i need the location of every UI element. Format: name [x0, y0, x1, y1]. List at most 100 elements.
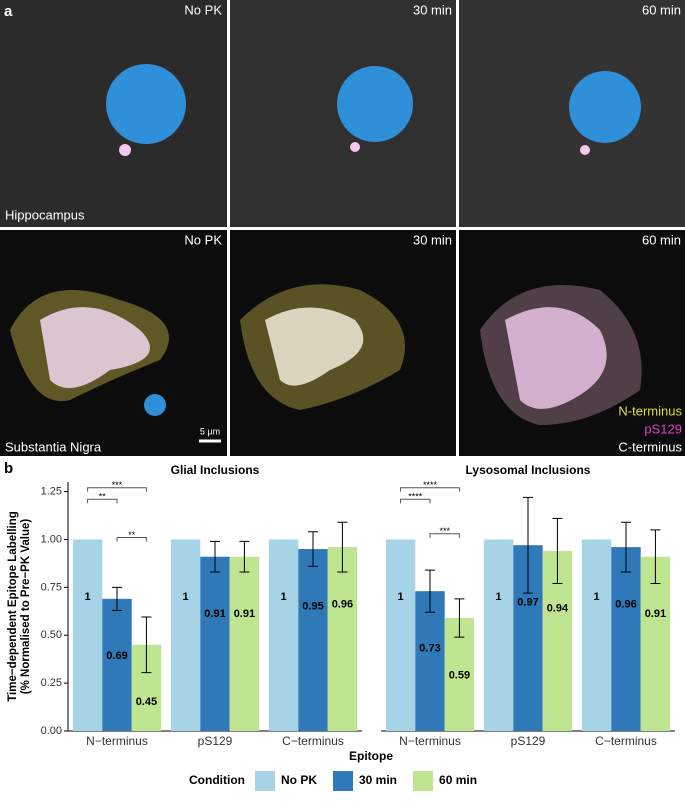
facet-title: Glial Inclusions: [171, 463, 260, 477]
column-label: No PK: [184, 2, 222, 17]
significance-label: **: [128, 530, 136, 540]
micrographs: [0, 0, 685, 456]
facet-title: Lysosomal Inclusions: [466, 463, 591, 477]
value-label: 0.96: [332, 598, 353, 610]
error-bar: [650, 529, 661, 585]
nucleus: [337, 66, 413, 142]
legend-label: 30 min: [359, 773, 397, 787]
bar: [611, 547, 641, 731]
significance-label: ***: [439, 526, 450, 536]
column-label: 60 min: [642, 2, 681, 17]
legend-swatch: [413, 771, 434, 791]
channel-label: pS129: [644, 421, 682, 436]
error-bar: [425, 569, 435, 613]
channel-label: N-terminus: [618, 403, 682, 418]
value-label: 0.73: [419, 643, 440, 655]
y-axis-title: (% Normalised to Pre−PK Value): [20, 519, 32, 695]
row-label: Hippocampus: [5, 207, 85, 222]
y-tick-label: 1.25: [41, 485, 62, 497]
scale-label: 5 µm: [200, 426, 220, 436]
error-bar: [621, 521, 631, 573]
legend-swatch: [333, 771, 353, 791]
legend-title: Condition: [189, 773, 245, 787]
legend-label: 60 min: [439, 773, 477, 787]
value-label: 0.91: [645, 608, 666, 620]
spot: [580, 145, 590, 155]
bar: [102, 598, 132, 731]
error-bar: [141, 616, 152, 674]
cell: [40, 307, 150, 388]
y-tick-label: 1.00: [41, 533, 62, 545]
error-bar: [454, 598, 465, 638]
value-label: 0.94: [547, 602, 569, 614]
spot: [350, 142, 360, 152]
error-bar: [523, 496, 533, 594]
nucleus: [144, 394, 166, 416]
value-label: 0.45: [136, 696, 157, 708]
significance-label: ****: [423, 480, 438, 490]
value-label: 1: [398, 591, 404, 603]
panel-label: a: [4, 3, 13, 20]
bar: [483, 539, 514, 731]
value-label: 1: [594, 591, 600, 603]
y-axis-title: Time−dependent Epitope Labelling: [7, 511, 19, 702]
nucleus: [106, 64, 186, 144]
value-label: 1: [183, 591, 189, 603]
error-bar: [308, 531, 318, 567]
error-bar: [337, 521, 348, 573]
bar: [72, 539, 103, 731]
x-tick-label: C−terminus: [282, 734, 344, 748]
nucleus: [569, 71, 641, 143]
row-label: Substantia Nigra: [5, 439, 102, 454]
bar: [327, 547, 358, 731]
significance-bracket: [116, 537, 147, 542]
significance-bracket: [400, 487, 460, 492]
panel-label: b: [4, 460, 13, 477]
channel-label: C-terminus: [618, 439, 682, 454]
bar: [170, 539, 201, 731]
significance-bracket: [87, 487, 147, 492]
column-label: 60 min: [642, 232, 681, 247]
value-label: 0.91: [234, 608, 255, 620]
y-tick-label: 0.00: [41, 725, 62, 737]
x-tick-label: pS129: [511, 734, 546, 748]
significance-label: **: [99, 492, 107, 502]
error-bar: [239, 540, 250, 573]
cell: [505, 307, 607, 409]
column-label: No PK: [184, 232, 222, 247]
spot: [119, 144, 131, 156]
value-label: 0.69: [106, 650, 127, 662]
value-label: 0.59: [449, 669, 470, 681]
significance-label: ***: [112, 480, 123, 490]
bar: [640, 556, 671, 731]
column-label: 30 min: [413, 232, 452, 247]
y-tick-label: 0.25: [41, 677, 62, 689]
error-bar: [552, 517, 563, 585]
x-axis-title: Epitope: [349, 749, 393, 763]
value-label: 1: [85, 591, 91, 603]
bar: [298, 549, 328, 731]
value-label: 0.97: [517, 597, 538, 609]
bar: [200, 556, 230, 731]
column-label: 30 min: [413, 2, 452, 17]
value-label: 0.95: [302, 600, 323, 612]
legend-swatch: [255, 771, 275, 791]
error-bar: [112, 586, 122, 611]
y-tick-label: 0.50: [41, 629, 62, 641]
significance-label: ****: [408, 492, 423, 502]
value-label: 1: [496, 591, 502, 603]
x-tick-label: N−terminus: [399, 734, 461, 748]
significance-bracket: [87, 498, 118, 504]
bar: [385, 539, 416, 731]
bar: [581, 539, 612, 731]
x-tick-label: C−terminus: [595, 734, 657, 748]
x-tick-label: pS129: [198, 734, 233, 748]
value-label: 0.96: [615, 598, 636, 610]
significance-bracket: [400, 498, 431, 504]
bar: [229, 556, 260, 731]
y-tick-label: 0.75: [41, 581, 62, 593]
bar: [268, 539, 299, 731]
error-bar: [210, 540, 220, 573]
cell: [265, 307, 364, 386]
